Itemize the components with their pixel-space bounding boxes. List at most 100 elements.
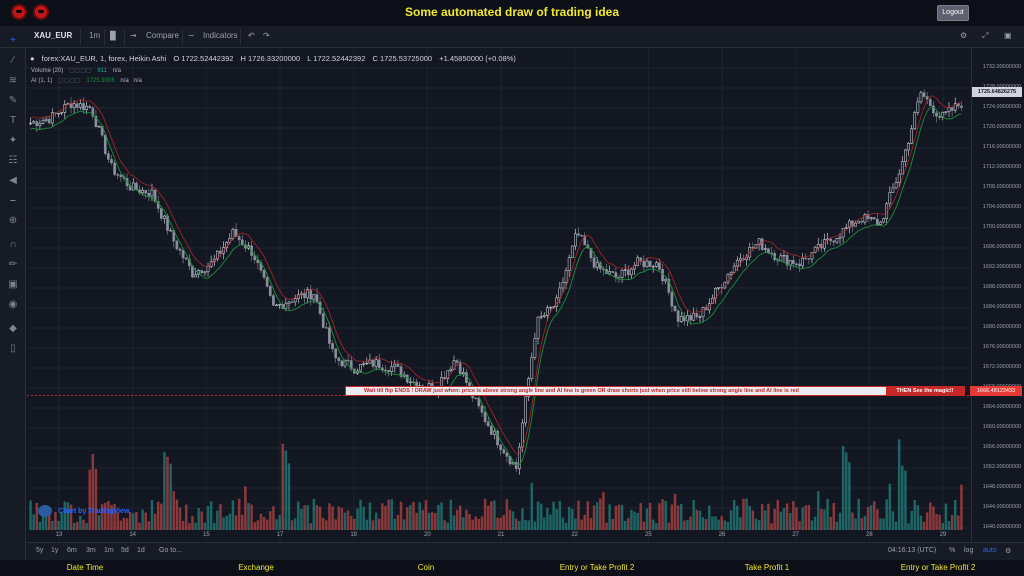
range-button-3m[interactable]: 3m — [86, 547, 96, 554]
chart-canvas[interactable] — [27, 48, 971, 542]
price-tick-label: 1656.00000000 — [982, 444, 1021, 450]
range-button-6m[interactable]: 6m — [67, 547, 77, 554]
auto-toggle[interactable]: auto — [983, 547, 997, 554]
snapshot-icon[interactable]: ▣ — [1004, 31, 1012, 40]
volume-bar — [399, 501, 403, 530]
volume-bar — [524, 519, 527, 530]
candle-body — [767, 248, 770, 254]
candle-body — [751, 247, 755, 249]
volume-bar — [181, 520, 185, 530]
range-button-1m[interactable]: 1m — [104, 547, 114, 554]
bottom-toolbar: 5y 1y 6m 3m 1m 5d 1d Go to... 04:16:13 (UTC) %… — [27, 542, 1024, 560]
range-button-1d[interactable]: 1d — [137, 547, 145, 554]
candle-body — [371, 359, 375, 367]
indicators-button[interactable]: Indicators — [203, 31, 238, 40]
lock-icon[interactable]: ▣ — [8, 279, 18, 290]
candle-body — [919, 92, 923, 103]
indicators-icon[interactable]: ∼ — [188, 31, 195, 40]
volume-bar — [306, 505, 309, 530]
trash-icon[interactable]: ▯ — [10, 343, 16, 354]
scale-settings-icon[interactable]: ⚙ — [1005, 548, 1012, 555]
compare-icon[interactable]: ⇝ — [130, 31, 137, 40]
range-button-5d[interactable]: 5d — [121, 547, 129, 554]
text-icon[interactable]: T — [9, 115, 17, 126]
legend-controls-icon[interactable]: ▢▢▢▢ — [58, 78, 81, 84]
volume-bar — [163, 451, 166, 530]
candle-body — [782, 255, 786, 257]
draw-mode-icon[interactable]: ✏ — [8, 259, 18, 270]
volume-bar — [630, 509, 633, 530]
range-button-5y[interactable]: 5y — [36, 547, 44, 554]
interval-button[interactable]: 1m — [89, 31, 101, 40]
candle-body — [409, 381, 412, 384]
candle-body — [854, 222, 857, 227]
settings-icon[interactable]: ⚙ — [960, 31, 968, 40]
candle-body — [729, 272, 733, 275]
crosshair-icon[interactable]: + — [10, 35, 16, 46]
volume-bar — [810, 520, 814, 530]
volume-bar — [530, 482, 534, 530]
volume-bar — [446, 522, 449, 530]
logo-icon-secondary — [33, 4, 49, 20]
compare-button[interactable]: Compare — [146, 31, 179, 40]
volume-bar — [91, 454, 95, 530]
fib-icon[interactable]: ≋ — [8, 75, 18, 86]
volume-bar — [455, 509, 459, 530]
time-tick-label: 20 — [423, 532, 431, 538]
legend-controls-icon[interactable]: ▢▢▢▢ — [69, 68, 92, 74]
layers-icon[interactable]: ◆ — [9, 323, 17, 334]
logout-button[interactable]: Logout — [937, 5, 969, 21]
legend-title[interactable]: forex:XAU_EUR, 1, forex, Heikin Ashi — [41, 54, 167, 63]
volume-bar — [415, 512, 418, 530]
volume-bar — [119, 520, 123, 530]
candle-body — [72, 103, 76, 108]
ruler-icon[interactable]: ⎯ — [10, 195, 16, 206]
volume-bar — [325, 520, 328, 530]
banner-magic: THEN See the magic!! — [886, 387, 964, 395]
price-scale[interactable]: 1732.000000001728.000000001724.000000001… — [971, 48, 1024, 542]
undo-icon[interactable]: ↶ — [248, 31, 255, 40]
volume-bar — [378, 518, 381, 530]
candle-body — [465, 372, 468, 384]
fullscreen-icon[interactable]: ⤢ — [982, 31, 989, 40]
candle-body — [760, 238, 764, 250]
pattern-icon[interactable]: ✦ — [8, 135, 18, 146]
volume-bar — [244, 486, 247, 530]
projection-icon[interactable]: ☷ — [8, 155, 18, 166]
volume-label[interactable]: Volume (20) — [31, 68, 64, 74]
candle-body — [595, 262, 599, 268]
candle-body — [642, 261, 646, 268]
trendline-icon[interactable]: ∕ — [12, 55, 14, 66]
symbol-search-button[interactable]: XAU_EUR — [34, 31, 73, 40]
candle-body — [153, 189, 157, 202]
volume-ma: n/a — [112, 68, 121, 74]
candle-body — [184, 257, 188, 260]
candle-body — [113, 162, 116, 175]
redo-icon[interactable]: ↷ — [263, 31, 270, 40]
time-tick-label: 21 — [497, 532, 505, 538]
volume-bar — [449, 499, 453, 530]
log-toggle[interactable]: log — [964, 547, 974, 554]
volume-bar — [100, 504, 104, 530]
ai-label[interactable]: AI (1, 1) — [31, 78, 53, 84]
utc-clock[interactable]: 04:16:13 (UTC) — [888, 547, 937, 554]
back-arrow-icon[interactable]: ◀ — [9, 175, 17, 186]
goto-button[interactable]: Go to... — [159, 547, 182, 554]
eye-icon[interactable]: ◉ — [8, 299, 18, 310]
footer-item: Entry or Take Profit 2 — [900, 563, 976, 572]
magnet-icon[interactable]: ∩ — [9, 239, 17, 250]
volume-bar — [125, 518, 129, 530]
volume-bar — [623, 521, 627, 530]
footer-item: Entry or Take Profit 2 — [559, 563, 635, 572]
range-button-1y[interactable]: 1y — [51, 547, 59, 554]
percent-toggle[interactable]: % — [949, 547, 956, 554]
chart-type-icon[interactable]: █ — [110, 31, 116, 40]
brush-icon[interactable]: ✎ — [8, 95, 18, 106]
tradingview-branding[interactable]: Chart by TradingView — [38, 505, 129, 517]
candle-body — [496, 430, 499, 446]
candle-body — [726, 274, 730, 283]
volume-bar — [508, 509, 512, 530]
candle-body — [51, 112, 54, 124]
logo-icon — [11, 4, 27, 20]
zoom-icon[interactable]: ⊕ — [8, 215, 18, 226]
